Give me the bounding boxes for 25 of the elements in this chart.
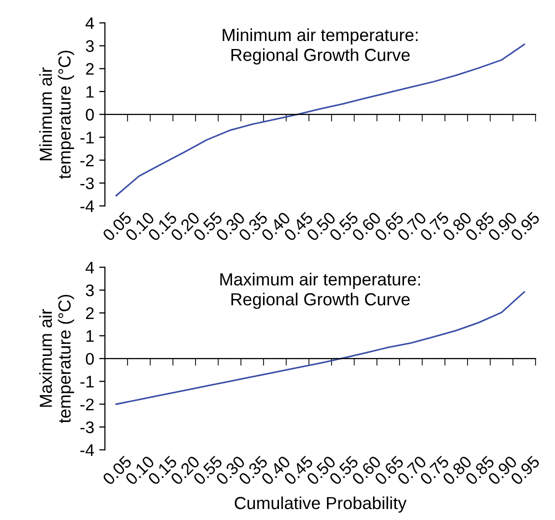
- x-axis-title: Cumulative Probability: [234, 496, 407, 513]
- y-tick-label: 0: [86, 108, 94, 121]
- y-tick-label: 1: [86, 86, 94, 98]
- line-series: [115, 44, 526, 196]
- y-tick-label: 4: [86, 262, 94, 274]
- y-tick-label: 3: [86, 40, 94, 52]
- text: Maximum air temperature: Regional Growth Curve: [220, 272, 420, 309]
- y-axis-title: Minimum air temperature (°C): [39, 50, 74, 179]
- y-tick-label: -3: [80, 421, 94, 434]
- y-tick-label: 2: [86, 63, 94, 75]
- y-tick-label: -2: [80, 154, 94, 166]
- y-tick-label: -1: [80, 132, 94, 144]
- text: Minimum air temperature: Regional Growth Curve: [222, 28, 418, 65]
- y-tick-label: 0: [86, 352, 94, 365]
- y-tick-label: 2: [86, 307, 94, 319]
- y-tick-label: -4: [80, 200, 94, 212]
- y-tick-label: -4: [80, 444, 94, 456]
- line-series: [115, 291, 526, 405]
- y-tick-label: 1: [86, 330, 94, 342]
- y-tick-label: 3: [86, 284, 94, 296]
- y-tick-label: -2: [80, 398, 94, 410]
- y-tick-label: -1: [80, 376, 94, 388]
- y-tick-label: 4: [86, 17, 94, 29]
- y-axis-title: Maximum air temperature (°C): [39, 294, 74, 424]
- y-tick-label: -3: [80, 177, 94, 190]
